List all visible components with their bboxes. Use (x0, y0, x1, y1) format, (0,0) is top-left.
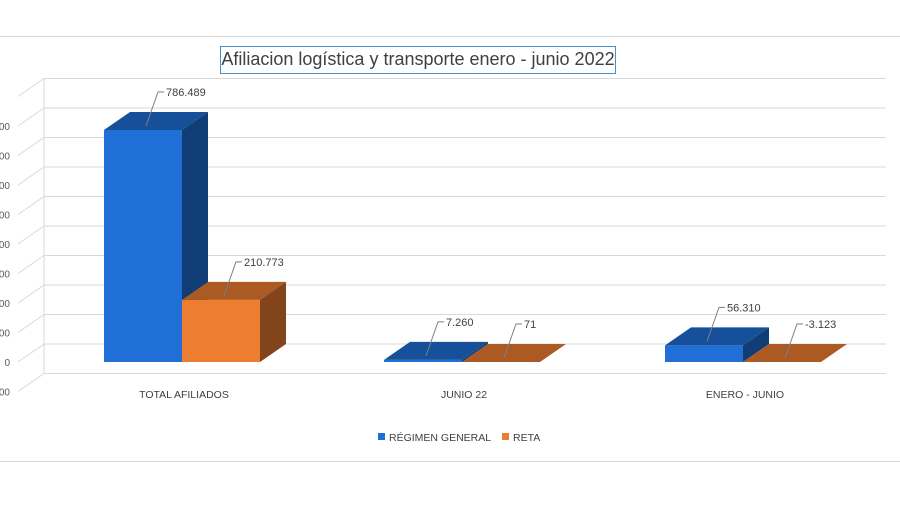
legend-label: RETA (513, 432, 540, 444)
gridline-depth (17, 284, 45, 304)
bar-top (104, 112, 208, 130)
gridline-depth (17, 137, 45, 156)
legend-swatch (502, 433, 509, 440)
y-tick-label: 00 (0, 329, 10, 340)
y-tick-label: 00 (0, 122, 10, 133)
y-tick-label: 00 (0, 181, 10, 192)
gridline-depth (17, 107, 45, 127)
bar-top (462, 343, 566, 362)
gridline-depth (17, 373, 45, 392)
x-category-label: ENERO - JUNIO (706, 389, 784, 401)
bar-front (104, 130, 182, 362)
data-label-leader (503, 323, 522, 359)
chart-title: Afiliacion logística y transporte enero … (220, 46, 616, 74)
y-tick-label: 00 (0, 270, 10, 281)
bar-top (182, 281, 286, 300)
data-label: -3.123 (805, 319, 836, 331)
y-tick-label: 00 (0, 152, 10, 163)
data-label: 71 (524, 319, 536, 331)
x-category-label: JUNIO 22 (441, 389, 487, 401)
data-label: 210.773 (244, 257, 284, 269)
data-label-leader (223, 261, 242, 296)
y-tick-label: 00 (0, 299, 10, 310)
data-label-leader (425, 321, 444, 357)
gridline-depth (17, 166, 45, 186)
y-tick-label: 00 (0, 211, 10, 222)
bar-side (540, 343, 566, 362)
gridline-depth (17, 343, 45, 363)
bar-side (260, 281, 286, 362)
bar-front (384, 359, 462, 362)
gridline-depth (17, 196, 45, 215)
data-label: 7.260 (446, 317, 474, 329)
x-category-label: TOTAL AFILIADOS (139, 389, 229, 401)
legend-label: RÉGIMEN GENERAL (389, 431, 491, 444)
data-label: 56.310 (727, 302, 761, 314)
gridline-depth (17, 225, 45, 245)
bar-top (743, 344, 847, 362)
bar-top (665, 327, 769, 346)
chart-area-border (0, 36, 900, 462)
bar-side (462, 341, 488, 362)
gridline-depth (17, 78, 45, 97)
bar-side (743, 327, 769, 362)
gridline-depth (17, 314, 45, 333)
data-label-leader (784, 323, 803, 359)
data-label-leader (706, 306, 725, 342)
y-tick-label: 00 (0, 387, 10, 398)
bar-front (665, 345, 743, 362)
bar-front (182, 299, 260, 362)
y-tick-label: 0 (4, 358, 10, 369)
y-tick-label: 00 (0, 240, 10, 251)
gridline-depth (17, 255, 45, 274)
legend-swatch (378, 433, 385, 440)
bar-top (384, 341, 488, 360)
data-label-leader (145, 91, 164, 127)
data-label: 786.489 (166, 87, 206, 99)
